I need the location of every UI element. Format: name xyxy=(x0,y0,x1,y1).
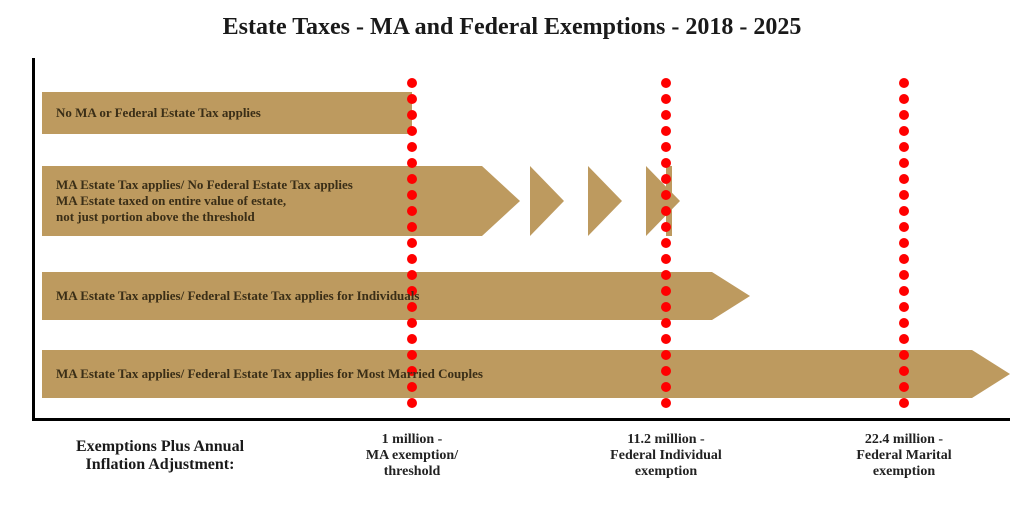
threshold-line-0 xyxy=(407,78,417,414)
bar-arrowhead-1 xyxy=(482,166,520,236)
chevron-1 xyxy=(588,166,622,236)
chevron-0 xyxy=(530,166,564,236)
axis-caption: Exemptions Plus AnnualInflation Adjustme… xyxy=(30,438,290,474)
bar-label-3: MA Estate Tax applies/ Federal Estate Ta… xyxy=(56,366,483,382)
bar-label-2: MA Estate Tax applies/ Federal Estate Ta… xyxy=(56,288,419,304)
y-axis xyxy=(32,58,35,421)
threshold-line-1 xyxy=(661,78,671,414)
bar-label-0: No MA or Federal Estate Tax applies xyxy=(56,105,261,121)
bar-label-1: MA Estate Tax applies/ No Federal Estate… xyxy=(56,177,353,226)
bar-arrowhead-2 xyxy=(712,272,750,320)
chart-title: Estate Taxes - MA and Federal Exemptions… xyxy=(0,14,1024,41)
bar-2: MA Estate Tax applies/ Federal Estate Ta… xyxy=(42,272,712,320)
x-label-2: 22.4 million -Federal Maritalexemption xyxy=(819,432,989,480)
threshold-line-2 xyxy=(899,78,909,414)
x-label-0: 1 million -MA exemption/threshold xyxy=(332,432,492,480)
x-label-1: 11.2 million -Federal Individualexemptio… xyxy=(576,432,756,480)
x-axis xyxy=(32,418,1010,421)
bar-arrowhead-3 xyxy=(972,350,1010,398)
bar-3: MA Estate Tax applies/ Federal Estate Ta… xyxy=(42,350,972,398)
bar-0: No MA or Federal Estate Tax applies xyxy=(42,92,412,134)
